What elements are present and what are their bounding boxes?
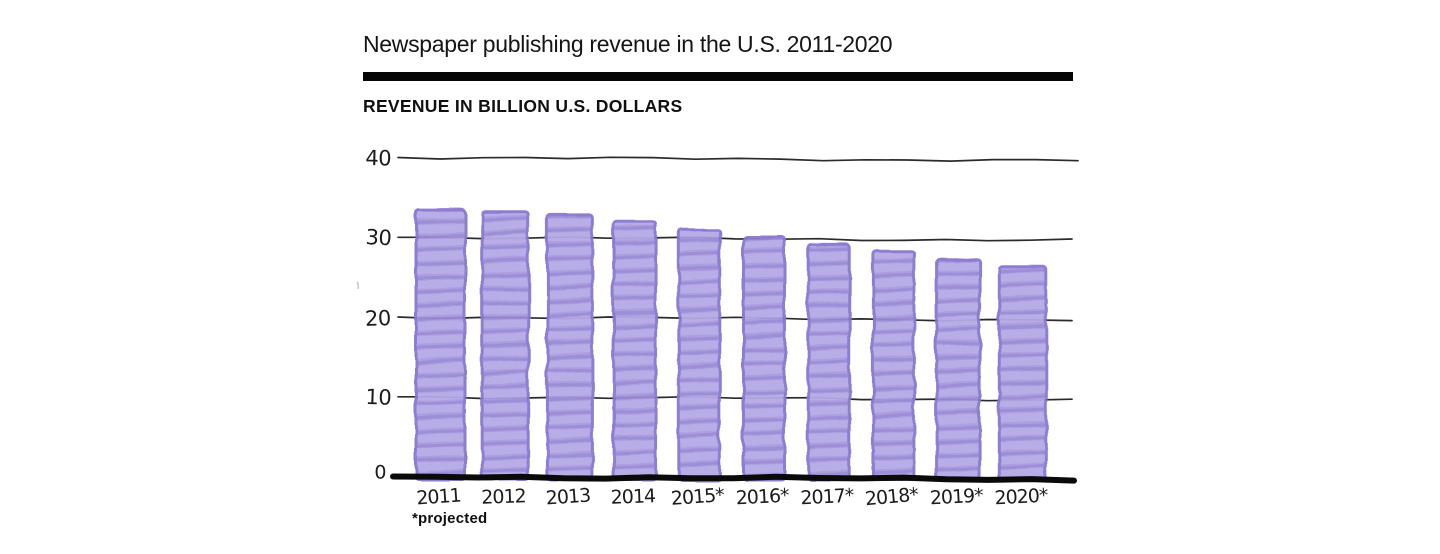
chart-subtitle: REVENUE IN BILLION U.S. DOLLARS (363, 96, 683, 116)
bar-2012 (480, 210, 530, 481)
x-label-2014: 2014 (610, 485, 656, 509)
bar-2011 (414, 208, 467, 481)
x-label-2019*: 2019* (929, 485, 983, 510)
chart-title: Newspaper publishing revenue in the U.S.… (363, 31, 893, 57)
x-label-2018*: 2018* (864, 484, 919, 511)
y-tick-20: 20 (365, 306, 392, 331)
bar-2018* (871, 249, 916, 481)
y-tick-0: 0 (374, 462, 386, 484)
x-label-2011: 2011 (416, 484, 462, 509)
x-label-2015*: 2015* (670, 484, 725, 510)
bar-2019* (935, 257, 982, 481)
x-axis-line (390, 473, 1077, 484)
bar-2017* (806, 242, 851, 481)
y-tick-10: 10 (365, 385, 392, 410)
bar-2015* (677, 227, 722, 481)
bar-2016* (742, 235, 786, 481)
x-label-2013: 2013 (545, 484, 591, 509)
bar-2020* (997, 265, 1048, 481)
title-divider (363, 72, 1073, 81)
x-label-2012: 2012 (481, 485, 526, 509)
y-tick-30: 30 (365, 225, 392, 250)
bar-2014 (612, 219, 658, 482)
revenue-bar-chart: 0 10 20 30 40 2011 2012 2013 2014 2015* 2016* 2017*… (356, 146, 1079, 511)
x-label-2020*: 2020* (994, 485, 1048, 510)
axis-layer (390, 473, 1077, 484)
x-label-2016*: 2016* (735, 485, 789, 510)
bar-2013 (545, 213, 594, 481)
gridline-40 (397, 156, 1079, 162)
paper-smudge (356, 281, 360, 290)
x-label-2017*: 2017* (800, 485, 854, 510)
y-tick-40: 40 (365, 146, 391, 170)
tick-labels-layer: 0 10 20 30 40 2011 2012 2013 2014 2015* 2016* 2017*… (356, 146, 1048, 511)
bars-layer (414, 208, 1048, 482)
projected-footnote: *projected (412, 510, 488, 527)
